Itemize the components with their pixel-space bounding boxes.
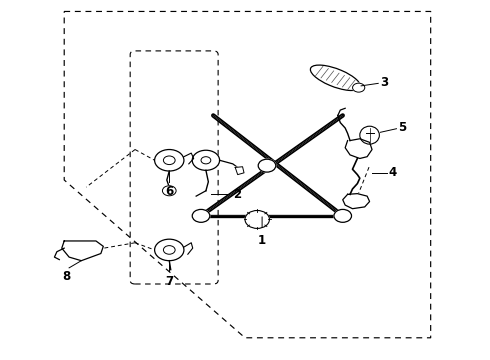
Text: 3: 3 bbox=[381, 76, 389, 89]
Text: 2: 2 bbox=[233, 188, 241, 201]
Text: 6: 6 bbox=[165, 185, 173, 198]
Circle shape bbox=[192, 150, 220, 170]
Polygon shape bbox=[343, 194, 369, 209]
Circle shape bbox=[155, 239, 184, 261]
Circle shape bbox=[162, 186, 176, 196]
Text: 1: 1 bbox=[258, 234, 266, 247]
Text: 8: 8 bbox=[63, 270, 71, 283]
Circle shape bbox=[155, 149, 184, 171]
Circle shape bbox=[163, 156, 175, 165]
Circle shape bbox=[192, 210, 210, 222]
Polygon shape bbox=[62, 241, 103, 261]
Circle shape bbox=[163, 246, 175, 254]
Ellipse shape bbox=[310, 65, 361, 90]
Polygon shape bbox=[235, 167, 244, 175]
Circle shape bbox=[334, 210, 351, 222]
Circle shape bbox=[258, 159, 276, 172]
Text: 5: 5 bbox=[398, 121, 406, 134]
Ellipse shape bbox=[353, 83, 365, 92]
Circle shape bbox=[201, 157, 211, 164]
Ellipse shape bbox=[360, 126, 379, 144]
Polygon shape bbox=[345, 139, 372, 158]
Circle shape bbox=[245, 211, 270, 228]
Text: 7: 7 bbox=[165, 275, 173, 288]
Text: 4: 4 bbox=[388, 166, 396, 179]
